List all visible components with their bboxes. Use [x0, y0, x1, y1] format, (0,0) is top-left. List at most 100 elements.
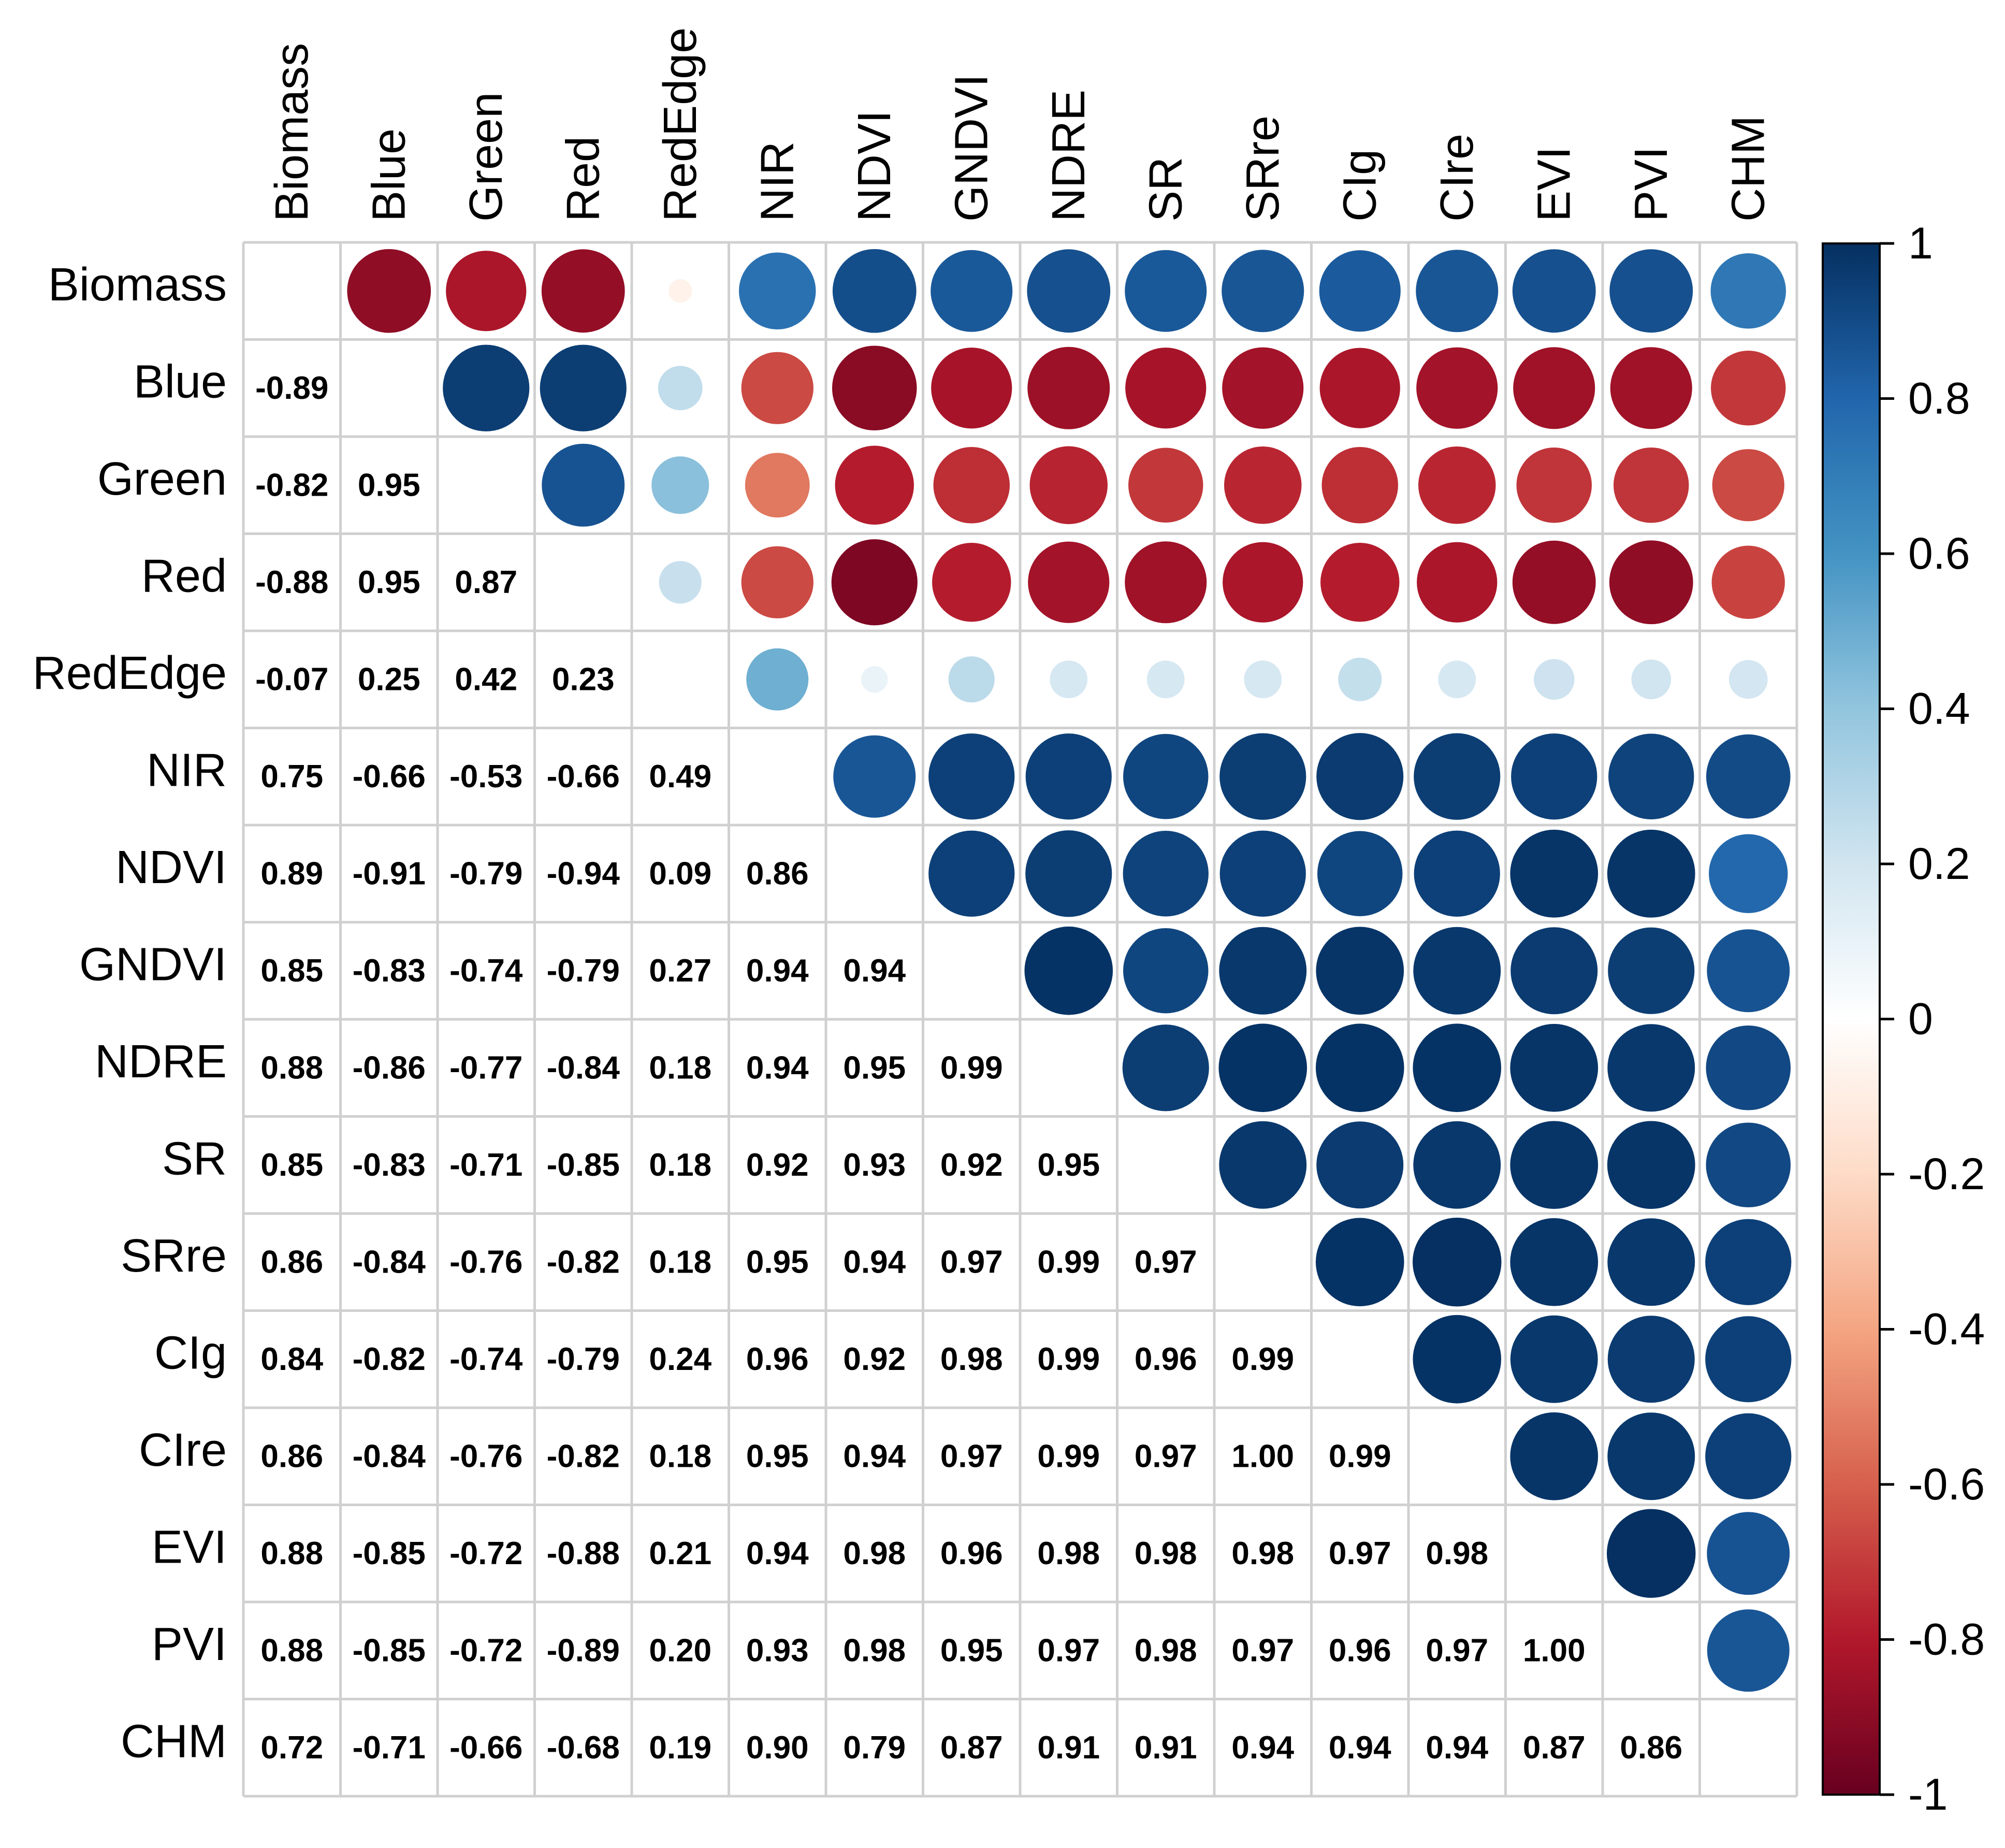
- corr-value-CIg-NIR: 0.96: [746, 1341, 809, 1377]
- corr-circle-Biomass-CHM: [1710, 253, 1786, 329]
- corr-value-CHM-Blue: -0.71: [353, 1730, 426, 1766]
- corr-circle-Green-GNDVI: [933, 446, 1010, 524]
- corr-circle-Red-CIg: [1320, 543, 1400, 622]
- corr-circle-NIR-SRre: [1219, 733, 1306, 820]
- corr-value-NDVI-RedEdge: 0.09: [649, 856, 711, 891]
- col-label-Red: Red: [557, 136, 609, 222]
- col-label-SRre: SRre: [1237, 116, 1289, 222]
- corr-circle-Biomass-RedEdge: [669, 279, 692, 303]
- corr-circle-SR-CIre: [1413, 1121, 1501, 1209]
- corr-value-CHM-GNDVI: 0.87: [940, 1730, 1003, 1766]
- corr-circle-NDRE-SR: [1122, 1024, 1209, 1111]
- colorbar-tick-label: -0.6: [1908, 1460, 1985, 1509]
- corr-value-CHM-EVI: 0.87: [1523, 1730, 1586, 1766]
- corr-circle-Biomass-SRre: [1222, 250, 1304, 333]
- corr-circle-GNDVI-CIre: [1413, 927, 1501, 1015]
- corr-value-PVI-NDRE: 0.97: [1037, 1633, 1100, 1668]
- corr-circle-Blue-Red: [540, 344, 627, 431]
- corr-value-NDVI-Green: -0.79: [449, 856, 522, 891]
- corr-circle-Biomass-PVI: [1609, 249, 1693, 333]
- corr-circle-Green-NIR: [745, 453, 810, 518]
- corr-value-GNDVI-NIR: 0.94: [746, 953, 809, 989]
- corr-circle-NDRE-CIg: [1315, 1023, 1404, 1113]
- row-label-NDRE: NDRE: [95, 1036, 227, 1088]
- corr-circle-Red-GNDVI: [932, 543, 1011, 622]
- corr-value-CIre-SR: 0.97: [1135, 1438, 1197, 1474]
- corr-value-Blue-Biomass: -0.89: [255, 370, 328, 406]
- corr-circle-SRre-CIre: [1413, 1218, 1502, 1307]
- corr-value-NDRE-Green: -0.77: [449, 1050, 522, 1086]
- corr-value-CHM-SR: 0.91: [1135, 1730, 1197, 1766]
- corr-circle-RedEdge-SRre: [1244, 660, 1282, 699]
- corr-circle-Biomass-CIre: [1416, 250, 1499, 333]
- corr-circle-NIR-SR: [1123, 734, 1209, 819]
- corr-value-CIg-Blue: -0.82: [353, 1341, 426, 1377]
- corr-value-EVI-Green: -0.72: [449, 1536, 522, 1571]
- corr-circle-Blue-NDVI: [832, 345, 917, 431]
- corr-circle-NIR-NDRE: [1025, 733, 1112, 820]
- corr-value-CIg-Biomass: 0.84: [260, 1341, 323, 1377]
- corr-circle-Red-CIre: [1417, 542, 1498, 623]
- colorbar-tick-label: -0.2: [1908, 1149, 1985, 1199]
- corr-value-CHM-Biomass: 0.72: [260, 1730, 323, 1766]
- corr-value-GNDVI-Biomass: 0.85: [260, 953, 323, 989]
- corr-circle-SR-CHM: [1706, 1122, 1791, 1208]
- corr-value-CIre-Green: -0.76: [449, 1438, 522, 1474]
- corr-circle-Green-RedEdge: [651, 456, 709, 514]
- col-label-NDVI: NDVI: [849, 110, 900, 222]
- corr-circle-GNDVI-EVI: [1510, 927, 1598, 1015]
- corr-value-PVI-EVI: 1.00: [1523, 1633, 1586, 1668]
- corr-circle-NIR-NDVI: [833, 735, 916, 818]
- corr-circle-NDVI-CHM: [1709, 834, 1788, 913]
- corr-circle-NIR-PVI: [1608, 733, 1694, 819]
- corr-value-EVI-NDVI: 0.98: [843, 1536, 906, 1571]
- corr-value-CHM-Red: -0.68: [547, 1730, 620, 1766]
- correlation-circles: [347, 249, 1792, 1692]
- corr-circle-Red-CHM: [1711, 545, 1785, 619]
- colorbar-tick-label: 0.6: [1908, 529, 1970, 579]
- corr-circle-GNDVI-NDRE: [1024, 926, 1113, 1015]
- corr-circle-RedEdge-CIg: [1338, 657, 1382, 701]
- row-label-Blue: Blue: [134, 356, 227, 408]
- row-label-GNDVI: GNDVI: [79, 939, 227, 990]
- corr-value-SR-Green: -0.71: [449, 1147, 522, 1183]
- corr-circle-NDRE-PVI: [1607, 1024, 1695, 1112]
- corr-circle-Biomass-SR: [1125, 250, 1207, 332]
- corr-circle-NDVI-GNDVI: [928, 830, 1015, 917]
- corr-circle-Blue-SR: [1125, 348, 1207, 429]
- colorbar-tick-label: 0: [1908, 994, 1933, 1044]
- colorbar-tick-label: -0.4: [1908, 1305, 1985, 1354]
- corr-circle-Biomass-Blue: [347, 249, 431, 333]
- corr-value-CHM-CIre: 0.94: [1426, 1730, 1488, 1766]
- col-label-NIR: NIR: [751, 141, 803, 222]
- corr-value-CHM-NIR: 0.90: [746, 1730, 809, 1766]
- corr-value-CIg-RedEdge: 0.24: [649, 1341, 711, 1377]
- col-label-RedEdge: RedEdge: [655, 27, 706, 222]
- corr-value-EVI-CIg: 0.97: [1329, 1536, 1391, 1571]
- corr-value-CHM-RedEdge: 0.19: [649, 1730, 711, 1766]
- corr-value-SRre-Red: -0.82: [547, 1244, 620, 1280]
- row-label-CHM: CHM: [121, 1715, 227, 1767]
- corr-circle-Biomass-Green: [446, 251, 527, 331]
- corr-value-NDRE-Red: -0.84: [547, 1050, 620, 1086]
- corr-circle-RedEdge-CHM: [1728, 660, 1768, 699]
- corr-value-RedEdge-Biomass: -0.07: [255, 661, 328, 697]
- corr-value-CIre-Blue: -0.84: [353, 1438, 426, 1474]
- corr-value-NIR-Green: -0.53: [449, 759, 522, 795]
- corr-value-CIg-SR: 0.96: [1135, 1341, 1197, 1377]
- corr-circle-Blue-Green: [443, 344, 530, 431]
- corr-circle-RedEdge-NDRE: [1050, 660, 1088, 699]
- corr-value-CIre-Biomass: 0.86: [260, 1438, 323, 1474]
- corr-circle-GNDVI-SR: [1123, 928, 1209, 1014]
- colorbar: 1 0.8 0.6 0.4 0.2 0 -0.2 -0.4 -0.6 -0.8 -1: [1822, 219, 1985, 1820]
- corr-circle-Green-SRre: [1224, 446, 1302, 524]
- corr-circle-RedEdge-GNDVI: [948, 656, 995, 703]
- corr-value-CIg-Red: -0.79: [547, 1341, 620, 1377]
- corr-circle-NDRE-EVI: [1510, 1023, 1599, 1112]
- corr-value-PVI-SR: 0.98: [1135, 1633, 1197, 1668]
- corr-value-CHM-PVI: 0.86: [1620, 1730, 1682, 1766]
- corr-value-Red-Green: 0.87: [455, 565, 517, 600]
- corr-circle-Blue-NIR: [741, 352, 813, 424]
- corr-value-RedEdge-Blue: 0.25: [358, 661, 420, 697]
- corr-circle-Biomass-EVI: [1512, 249, 1596, 333]
